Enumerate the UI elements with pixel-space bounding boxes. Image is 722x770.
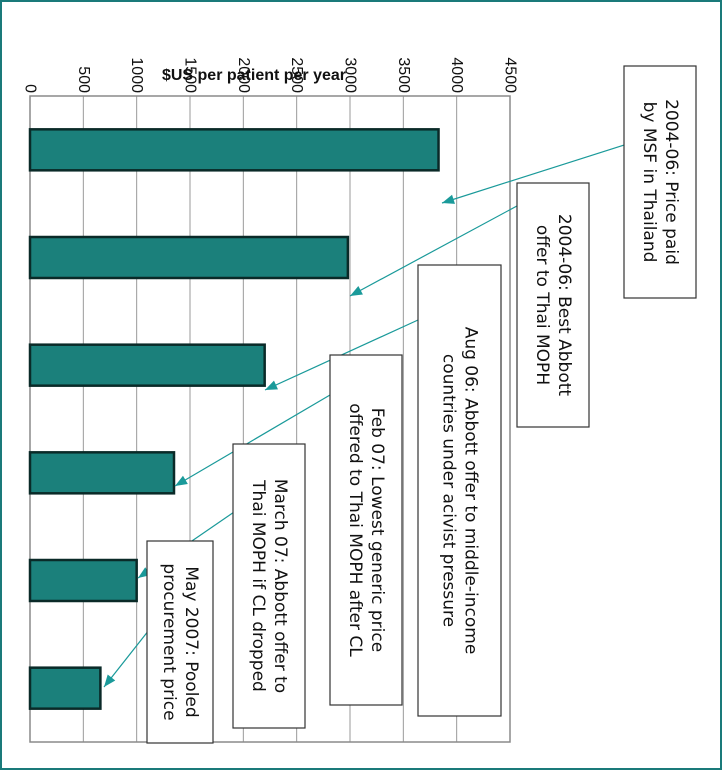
bar xyxy=(28,235,350,280)
tick-label: 1500 xyxy=(182,57,199,93)
callout-text: March 07: Abbott offer to xyxy=(270,479,290,693)
tick-label: 3500 xyxy=(395,57,412,93)
tick-label: 2000 xyxy=(235,57,252,93)
callout-text: procurement price xyxy=(159,563,179,720)
callout-text: offer to Thai MOPH xyxy=(532,225,552,385)
callout-box xyxy=(417,264,502,717)
bar xyxy=(28,451,176,495)
tick-label: 2500 xyxy=(288,57,305,93)
callout-text: Aug 06: Abbott offer to middle-income xyxy=(461,327,481,655)
arrowhead-icon xyxy=(104,674,116,687)
callout-box xyxy=(623,65,697,299)
tick-label: 3000 xyxy=(342,57,359,93)
callout-text: 2004-06: Price paid xyxy=(661,99,681,265)
axis-title: $US per patient per year xyxy=(162,67,346,84)
arrowhead-icon xyxy=(350,286,363,296)
tick-label: 4000 xyxy=(448,57,465,93)
bar xyxy=(28,558,138,603)
bar xyxy=(28,666,102,710)
leader-line xyxy=(103,629,150,688)
callout-text: offered to Thai MOPH after CL xyxy=(345,403,365,657)
tick-labels: 0 500 1000 1500 2000 2500 3000 3500 4000 4500 xyxy=(22,57,519,93)
leader-line xyxy=(441,139,641,204)
arrowhead-icon xyxy=(265,380,278,390)
arrowhead-icon xyxy=(175,475,188,486)
plot-area xyxy=(29,95,511,743)
tick-label: 4500 xyxy=(502,57,519,93)
callout-box xyxy=(329,354,403,706)
tick-label: 500 xyxy=(75,66,92,93)
bars xyxy=(28,128,440,710)
leader-line xyxy=(349,199,529,297)
leader-line xyxy=(174,394,331,487)
callout-text: 2004-06: Best Abbott xyxy=(554,214,574,396)
callout-text: Thai MOPH if CL dropped xyxy=(248,479,268,692)
callout-text: Feb 07: Lowest generic price xyxy=(367,408,387,652)
arrowhead-icon xyxy=(442,194,455,204)
callout-box xyxy=(516,182,590,428)
tick-label: 1000 xyxy=(128,57,145,93)
bar xyxy=(28,128,440,172)
callout-box xyxy=(232,443,306,729)
bar xyxy=(28,343,266,387)
callout-text: May 2007: Pooled xyxy=(181,566,201,717)
callout-text: countries under acivist pressure xyxy=(439,354,459,627)
callout-box xyxy=(146,540,214,744)
callout: Aug 06: Abbott offer to middle-incomecou… xyxy=(417,264,502,717)
tick-label: 0 xyxy=(22,84,39,93)
callout-text: by MSF in Thailand xyxy=(639,102,659,263)
